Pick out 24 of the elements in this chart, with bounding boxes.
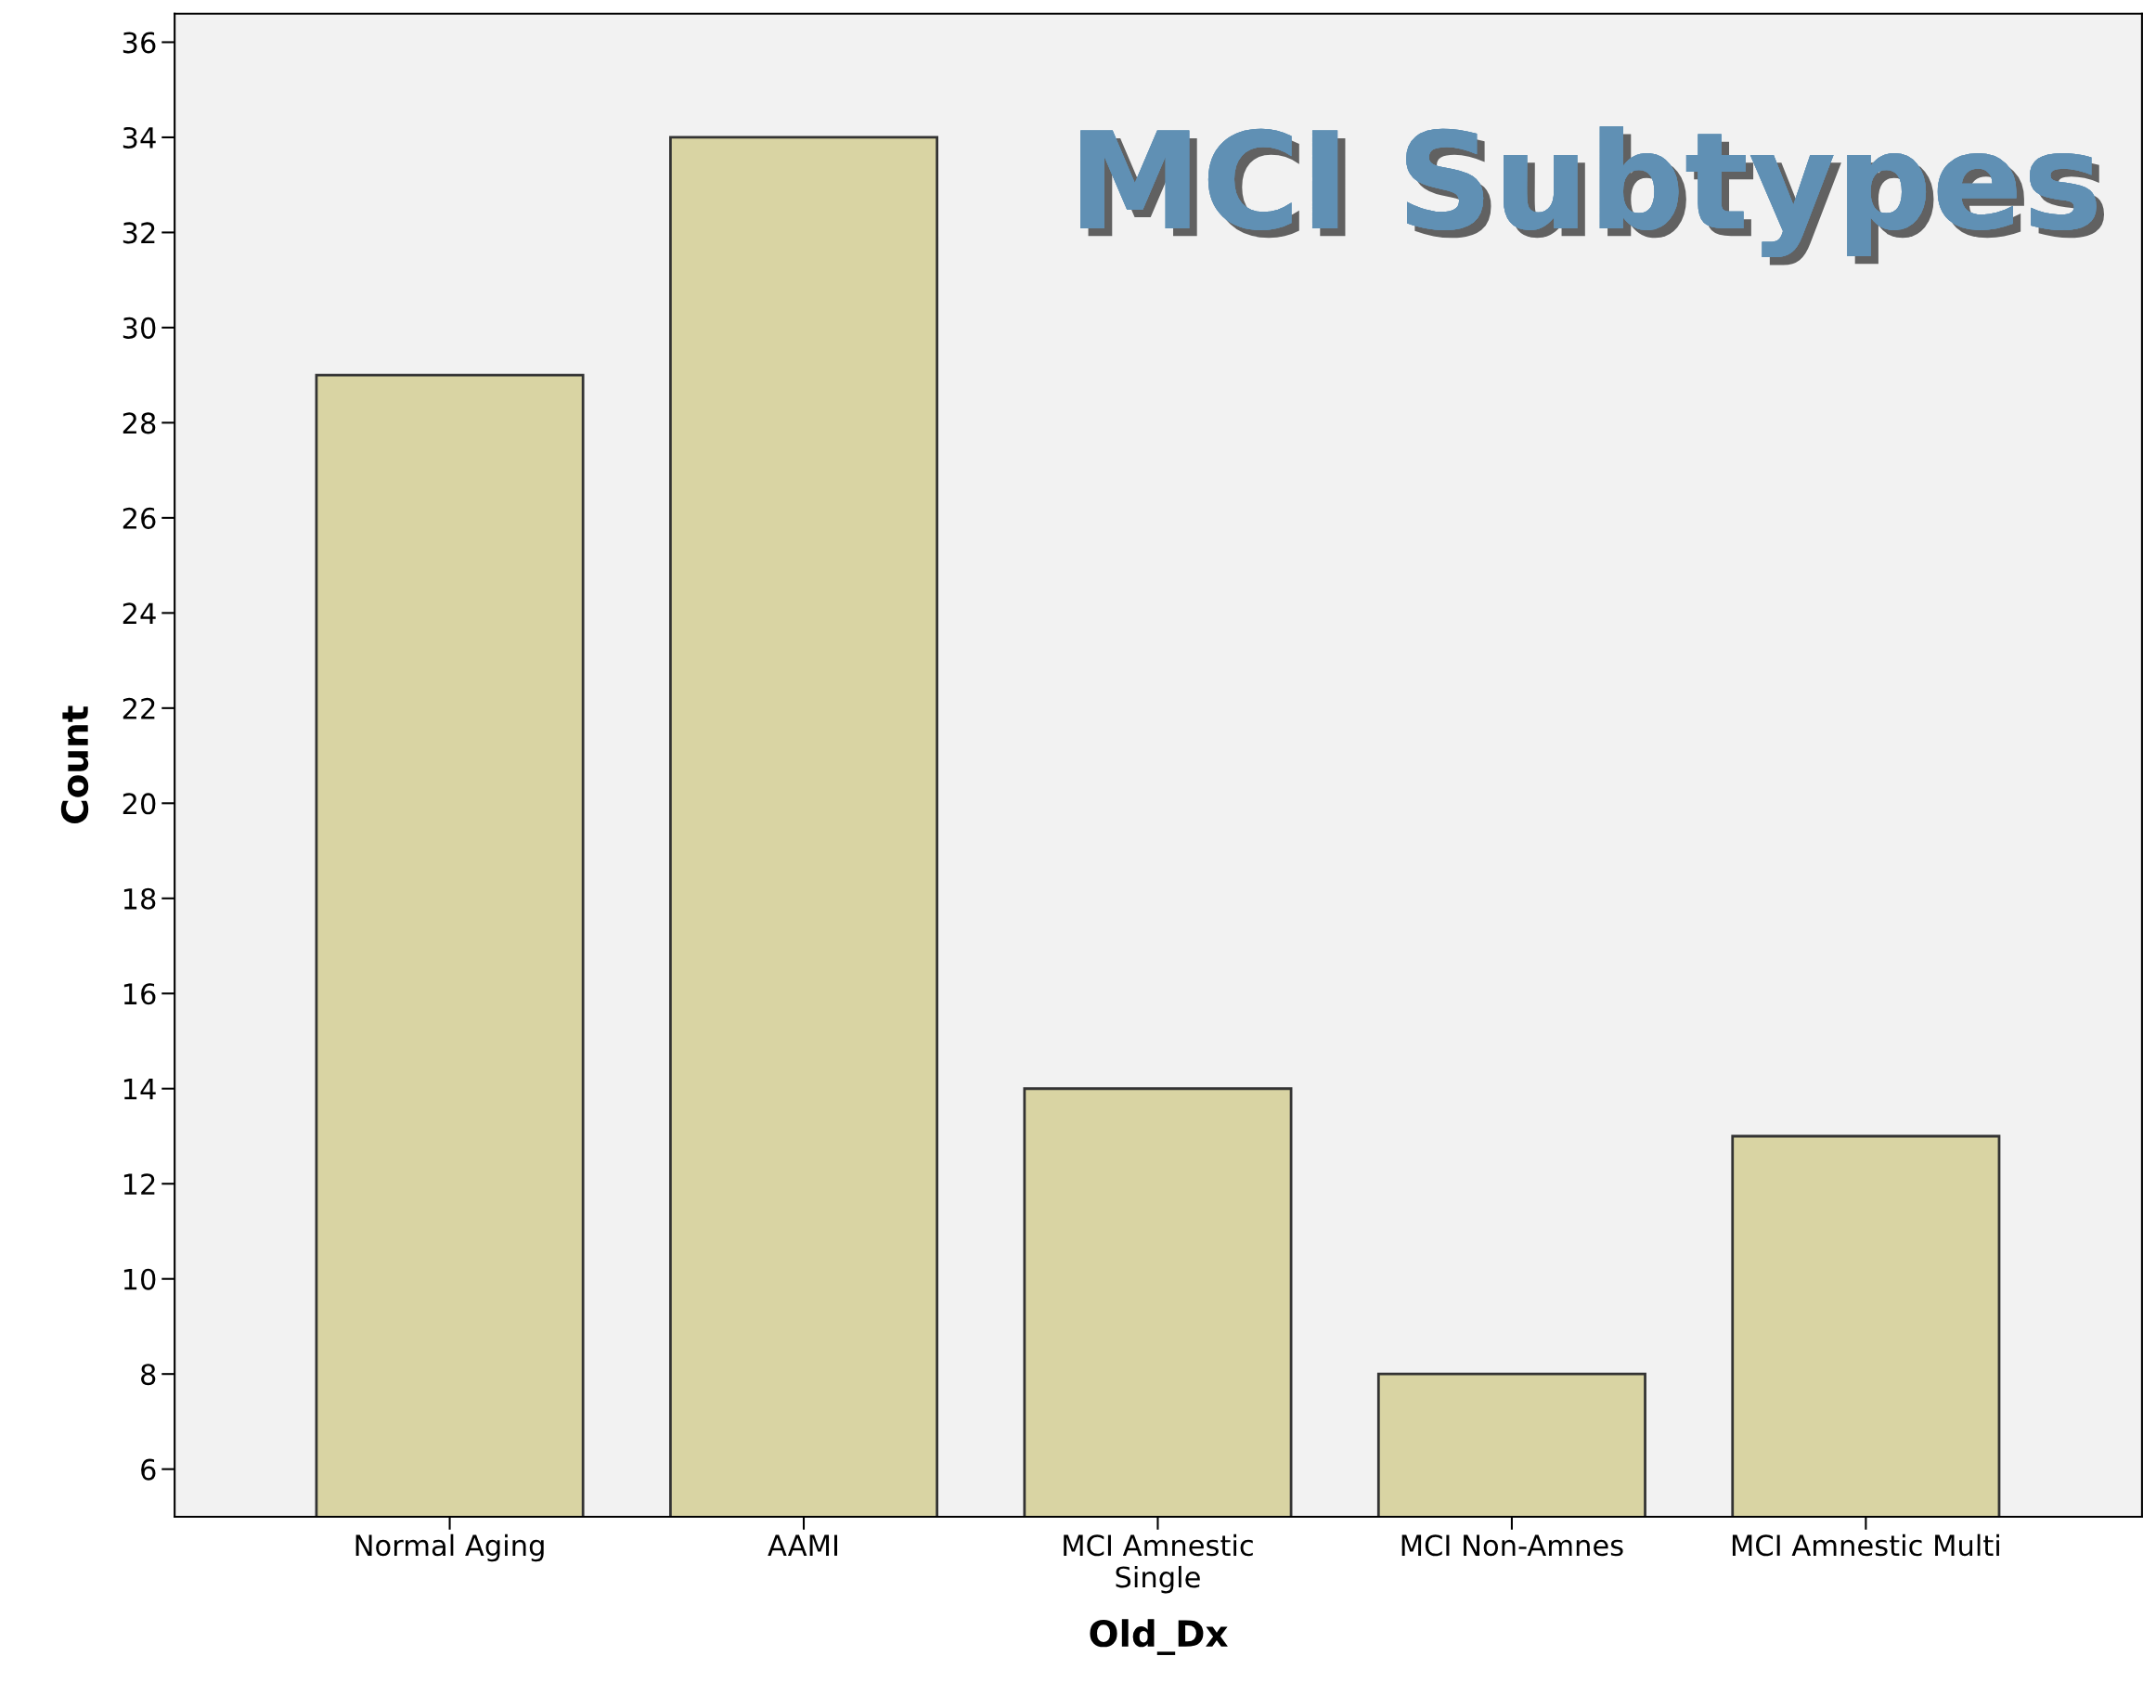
x-tick-label: MCI Amnestic Single <box>1064 1533 1253 1594</box>
x-axis-title: Old_Dx <box>1090 1619 1228 1655</box>
y-tick-label: 20 <box>123 793 156 815</box>
y-tick-label: 36 <box>123 32 156 54</box>
y-axis-title: Count <box>60 705 89 823</box>
y-tick-label: 30 <box>123 317 156 339</box>
x-tick-label: MCI Amnestic Multi <box>1732 1533 1999 1557</box>
y-tick-label: 14 <box>123 1079 156 1100</box>
text: MCI Subtypes <box>1080 126 2105 265</box>
y-tick-label: 32 <box>123 222 155 244</box>
y-tick-label: 8 <box>141 1364 156 1386</box>
y-tick-label: 24 <box>123 602 156 624</box>
y-tick-label: 28 <box>123 412 156 434</box>
y-tick-label: 26 <box>123 507 156 529</box>
x-tick-label: Normal Aging <box>355 1533 544 1562</box>
y-tick-label: 34 <box>123 126 156 149</box>
y-tick-label: 18 <box>123 887 156 910</box>
y-tick-label: 6 <box>141 1458 156 1481</box>
y-tick-label: 10 <box>123 1268 156 1290</box>
x-tick-label: MCI Non-Amnes <box>1401 1534 1623 1557</box>
y-tick-label: 12 <box>123 1173 155 1195</box>
y-tick-label: 16 <box>123 983 156 1005</box>
y-tick-label: 22 <box>123 697 155 719</box>
x-tick-label: AAMI <box>768 1534 838 1556</box>
